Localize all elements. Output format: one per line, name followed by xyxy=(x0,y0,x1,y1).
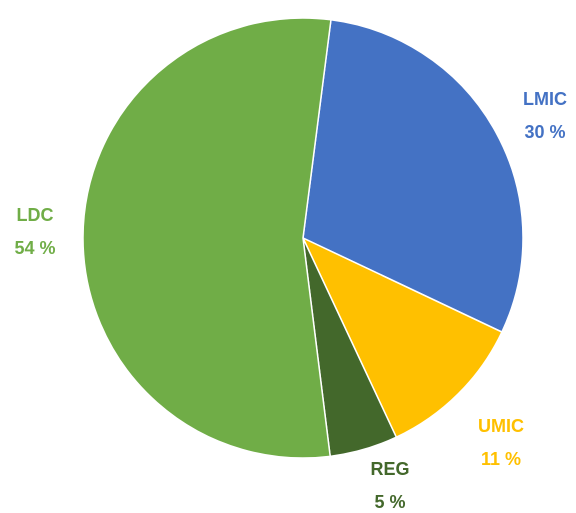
pie-slice xyxy=(301,236,503,439)
pie-slice xyxy=(302,18,524,334)
slice-value-label: 11 % xyxy=(481,449,521,469)
pie-slice xyxy=(82,17,332,459)
slice-value-label: 5 % xyxy=(374,492,405,512)
slice-category-label: LDC xyxy=(17,205,54,225)
slice-category-label: REG xyxy=(370,459,409,479)
slice-value-label: 30 % xyxy=(524,122,565,142)
slice-category-label: UMIC xyxy=(478,416,524,436)
slice-category-label: LMIC xyxy=(523,89,567,109)
slice-value-label: 54 % xyxy=(14,238,55,258)
